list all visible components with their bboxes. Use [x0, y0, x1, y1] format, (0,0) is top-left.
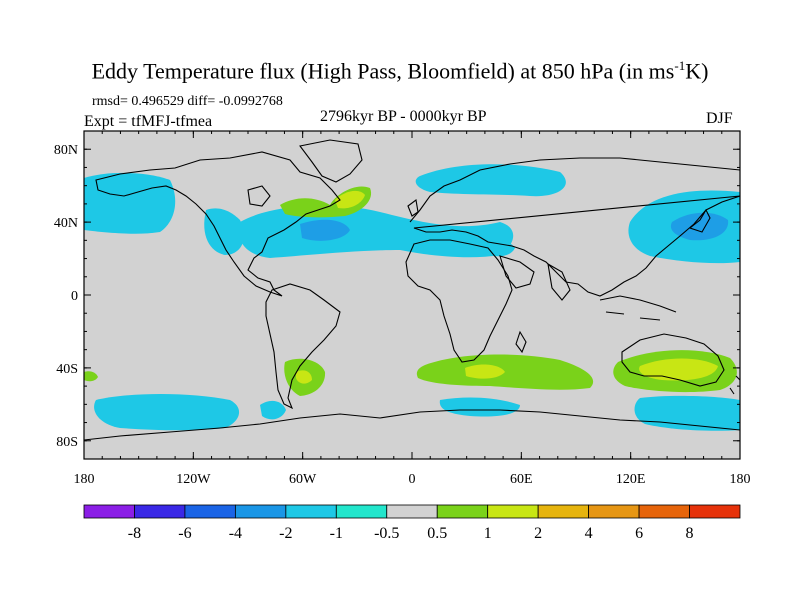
colorbar-swatch	[386, 504, 438, 519]
coast-uk	[407, 199, 419, 217]
region-s-america-core	[296, 370, 312, 384]
title-tail: K)	[685, 58, 709, 84]
colorbar-swatch	[487, 504, 539, 519]
coast-australia	[621, 333, 725, 387]
title-superscript: -1	[674, 58, 686, 73]
coast-india	[547, 262, 571, 301]
season-label: DJF	[706, 110, 733, 127]
region-labrador-positive-core	[335, 190, 365, 209]
region-australia-core	[639, 358, 718, 381]
colorbar-label: -6	[178, 525, 191, 542]
coast-madagascar	[515, 330, 527, 354]
colorbar-swatch	[234, 504, 287, 519]
chart-title: Eddy Temperature flux (High Pass, Bloomf…	[0, 58, 800, 84]
region-southern-ocean-atlantic-core	[465, 364, 505, 379]
colorbar-swatch	[588, 504, 640, 519]
coast-africa	[405, 239, 513, 363]
coast-arabia	[499, 255, 535, 289]
colorbar-swatch	[335, 504, 388, 519]
region-n-atlantic-west	[204, 208, 245, 255]
coast-japan	[688, 208, 711, 233]
colorbar: -8 -6 -4 -2 -1 -0.5 0.5 1 2 4 6 8	[83, 504, 741, 542]
colorbar-swatch	[134, 504, 186, 519]
x-tick-label: 120W	[176, 472, 211, 487]
coast-south-america	[265, 283, 341, 410]
coast-antarctica	[84, 409, 740, 441]
x-tick-label: 120E	[616, 472, 646, 487]
region-west-edge-positive	[84, 371, 98, 382]
y-tick-label: 40N	[54, 216, 78, 231]
colorbar-swatch	[184, 504, 236, 519]
colorbar-label: 8	[686, 525, 694, 542]
coast-north-america	[95, 151, 341, 297]
colorbar-label: -1	[330, 525, 343, 542]
region-n-pacific-east	[84, 172, 176, 234]
region-southern-ocean-indian	[439, 397, 520, 417]
colorbar-label: -4	[229, 525, 242, 542]
coast-new-zealand	[729, 375, 740, 395]
y-tick-label: 40S	[56, 362, 78, 377]
region-south-america-west	[260, 400, 286, 420]
colorbar-label: -8	[128, 525, 141, 542]
colorbar-label: 4	[585, 525, 593, 542]
region-n-atlantic-core	[300, 219, 350, 241]
x-tick-label: 180	[74, 472, 95, 487]
coastlines	[84, 139, 740, 441]
title-text: Eddy Temperature flux (High Pass, Bloomf…	[91, 58, 675, 84]
colorbar-label: 2	[534, 525, 542, 542]
negative-flux-regions	[84, 164, 740, 431]
region-nw-pacific-core	[670, 212, 729, 241]
positive-flux-regions	[84, 186, 737, 396]
experiment-label: Expt = tfMFJ-tfmea	[84, 113, 213, 130]
flux-field	[84, 164, 740, 431]
colorbar-label: 0.5	[427, 525, 447, 542]
region-southern-ocean-pacific	[94, 394, 240, 431]
x-tick-label: 60E	[510, 472, 533, 487]
region-arctic-atlantic	[415, 164, 566, 197]
colorbar-label: -2	[279, 525, 292, 542]
colorbar-swatch	[537, 504, 590, 519]
region-southern-ocean-atlantic	[416, 354, 594, 390]
colorbar-swatch	[638, 504, 690, 519]
region-mediterranean	[480, 238, 515, 257]
colorbar-label: -0.5	[374, 525, 399, 542]
x-tick-label: 0	[409, 472, 416, 487]
y-tick-label: 80N	[54, 143, 78, 158]
stats-label: rmsd= 0.496529 diff= -0.0992768	[92, 94, 283, 109]
colorbar-swatch	[83, 504, 135, 519]
axes: 180 120W 60W 0 60E 120E 180 80N 40N 0 40S 80S	[54, 130, 751, 487]
colorbar-label: 1	[484, 525, 492, 542]
coast-greenland	[299, 139, 363, 183]
y-tick-label: 80S	[56, 435, 78, 450]
colorbar-swatch	[285, 504, 337, 519]
colorbar-swatch	[436, 504, 489, 519]
coast-se-asia-islands	[599, 295, 677, 321]
x-tick-label: 60W	[289, 472, 317, 487]
coast-hudson-bay	[247, 185, 271, 207]
region-n-atlantic	[238, 205, 514, 258]
colorbar-label: 6	[635, 525, 643, 542]
colorbar-swatch	[689, 504, 741, 519]
x-tick-label: 180	[730, 472, 751, 487]
y-tick-label: 0	[71, 289, 78, 304]
period-label: 2796kyr BP - 0000kyr BP	[320, 108, 487, 125]
